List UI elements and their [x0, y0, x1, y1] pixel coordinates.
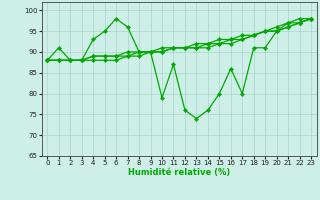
X-axis label: Humidité relative (%): Humidité relative (%)	[128, 168, 230, 177]
